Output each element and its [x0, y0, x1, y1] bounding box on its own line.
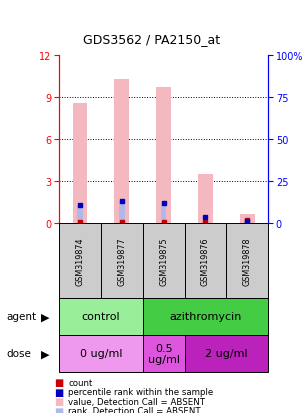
- Bar: [245, 221, 250, 223]
- Bar: [143, 335, 185, 372]
- Text: ▶: ▶: [41, 349, 50, 358]
- Text: 0.5
ug/ml: 0.5 ug/ml: [148, 343, 180, 364]
- Text: ■: ■: [55, 396, 64, 406]
- Text: 0 ug/ml: 0 ug/ml: [80, 349, 122, 358]
- Bar: [115, 80, 129, 223]
- Bar: [77, 205, 83, 223]
- Text: value, Detection Call = ABSENT: value, Detection Call = ABSENT: [68, 397, 205, 406]
- Text: percentile rank within the sample: percentile rank within the sample: [68, 387, 213, 396]
- Text: ■: ■: [55, 406, 64, 413]
- Bar: [240, 214, 255, 223]
- Text: 2 ug/ml: 2 ug/ml: [205, 349, 248, 358]
- Bar: [185, 223, 226, 298]
- Bar: [101, 223, 143, 298]
- Bar: [143, 298, 268, 335]
- Bar: [59, 223, 101, 298]
- Bar: [143, 223, 185, 298]
- Bar: [161, 203, 166, 223]
- Text: GDS3562 / PA2150_at: GDS3562 / PA2150_at: [83, 33, 220, 45]
- Text: GSM319877: GSM319877: [117, 237, 126, 285]
- Bar: [203, 217, 208, 223]
- Text: dose: dose: [6, 349, 31, 358]
- Bar: [185, 335, 268, 372]
- Text: control: control: [82, 312, 120, 322]
- Bar: [226, 223, 268, 298]
- Text: GSM319876: GSM319876: [201, 237, 210, 285]
- Bar: [156, 88, 171, 223]
- Text: azithromycin: azithromycin: [169, 312, 241, 322]
- Text: GSM319875: GSM319875: [159, 237, 168, 285]
- Bar: [59, 298, 143, 335]
- Bar: [198, 175, 213, 223]
- Text: rank, Detection Call = ABSENT: rank, Detection Call = ABSENT: [68, 406, 201, 413]
- Bar: [119, 202, 125, 223]
- Text: ■: ■: [55, 387, 64, 397]
- Text: GSM319874: GSM319874: [75, 237, 85, 285]
- Text: ▶: ▶: [41, 312, 50, 322]
- Bar: [73, 103, 87, 223]
- Bar: [59, 335, 143, 372]
- Text: count: count: [68, 378, 92, 387]
- Text: ■: ■: [55, 377, 64, 387]
- Text: agent: agent: [6, 312, 36, 322]
- Text: GSM319878: GSM319878: [243, 237, 252, 285]
